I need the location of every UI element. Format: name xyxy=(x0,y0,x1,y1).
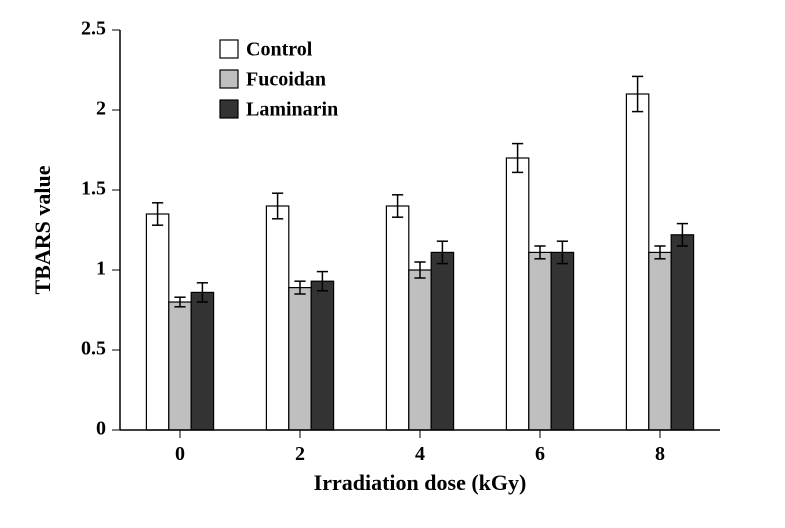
bar xyxy=(506,158,528,430)
bar xyxy=(266,206,288,430)
bar xyxy=(146,214,168,430)
y-tick-label: 2.5 xyxy=(81,18,106,40)
bar xyxy=(649,252,671,430)
y-tick-label: 1 xyxy=(96,258,106,280)
bar xyxy=(551,252,573,430)
bar xyxy=(386,206,408,430)
bar-chart: 0 0.5 1 1.5 2 2.5 0 2 4 6 8 Irradiation dose (kGy) T… xyxy=(0,0,785,528)
bar xyxy=(626,94,648,430)
bar xyxy=(671,235,693,430)
bar xyxy=(289,288,311,430)
x-tick-label: 8 xyxy=(655,443,665,465)
legend-swatch xyxy=(220,100,238,118)
x-axis-label: Irradiation dose (kGy) xyxy=(314,470,527,495)
x-tick-label: 4 xyxy=(415,443,425,465)
legend-label: Laminarin xyxy=(246,98,338,120)
bar xyxy=(169,302,191,430)
bar xyxy=(409,270,431,430)
bar xyxy=(311,281,333,430)
y-tick-label: 0 xyxy=(96,418,106,440)
bar xyxy=(529,252,551,430)
legend-swatch xyxy=(220,40,238,58)
y-tick-label: 0.5 xyxy=(81,338,106,360)
y-tick-label: 1.5 xyxy=(81,178,106,200)
x-tick-label: 6 xyxy=(535,443,545,465)
x-tick-label: 0 xyxy=(175,443,185,465)
legend-swatch xyxy=(220,70,238,88)
x-tick-label: 2 xyxy=(295,443,305,465)
bar xyxy=(431,252,453,430)
chart-container: 0 0.5 1 1.5 2 2.5 0 2 4 6 8 Irradiation dose (kGy) T… xyxy=(0,0,785,528)
bar xyxy=(191,292,213,430)
legend-label: Control xyxy=(246,38,313,60)
y-axis-label: TBARS value xyxy=(30,165,55,294)
legend-label: Fucoidan xyxy=(246,68,326,90)
y-tick-label: 2 xyxy=(96,98,106,120)
